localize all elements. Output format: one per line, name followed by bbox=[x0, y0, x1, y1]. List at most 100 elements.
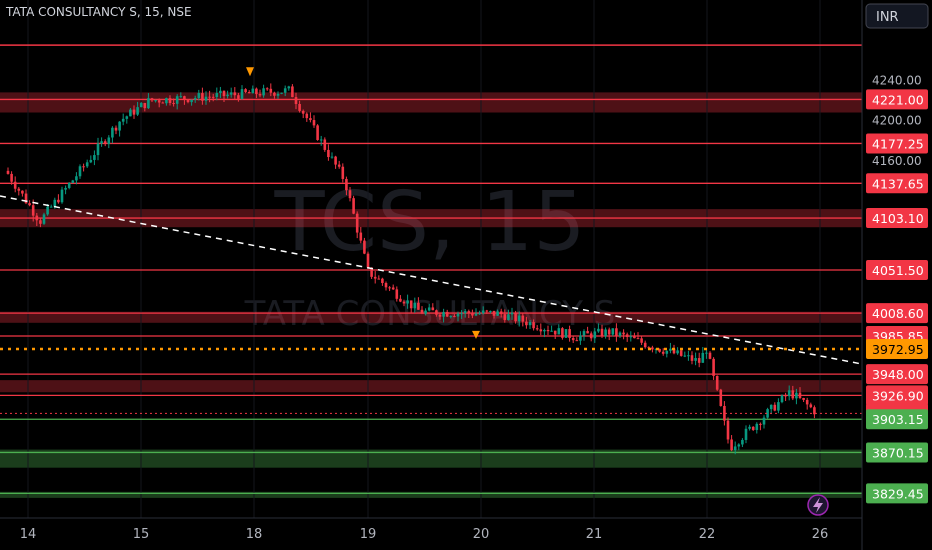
candle bbox=[607, 327, 611, 341]
candle bbox=[233, 87, 237, 100]
candle-body bbox=[309, 118, 312, 121]
candle bbox=[273, 91, 276, 99]
candle bbox=[449, 315, 453, 319]
candle-body bbox=[49, 206, 53, 208]
resistance-label-text: 4221.00 bbox=[872, 92, 924, 107]
candle-body bbox=[413, 302, 417, 309]
candle bbox=[319, 135, 323, 146]
candle-body bbox=[503, 314, 507, 321]
candle bbox=[535, 325, 539, 331]
candle bbox=[100, 137, 103, 147]
candle-body bbox=[715, 375, 719, 390]
candle bbox=[571, 336, 575, 344]
candle-body bbox=[579, 335, 582, 341]
marker bbox=[472, 330, 480, 339]
candle bbox=[107, 135, 111, 149]
candle bbox=[762, 415, 766, 429]
alert-icon[interactable] bbox=[807, 494, 829, 516]
candle bbox=[445, 309, 449, 318]
candle bbox=[251, 85, 255, 94]
candle bbox=[78, 164, 82, 179]
candle bbox=[453, 314, 456, 318]
candle-body bbox=[651, 347, 654, 350]
candle-body bbox=[744, 428, 748, 440]
resistance-label: 3948.00 bbox=[866, 364, 928, 385]
candle bbox=[525, 316, 528, 329]
candle bbox=[705, 348, 708, 359]
candle bbox=[197, 89, 201, 101]
candle-body bbox=[438, 314, 442, 317]
candle-body bbox=[154, 100, 157, 102]
candle-body bbox=[82, 166, 85, 168]
candle-body bbox=[474, 313, 478, 316]
candle-body bbox=[226, 94, 229, 97]
candle-body bbox=[337, 164, 341, 167]
candle bbox=[661, 348, 665, 356]
candle bbox=[255, 87, 258, 99]
candle-body bbox=[381, 278, 384, 284]
candle bbox=[17, 187, 21, 196]
candle-body bbox=[201, 93, 204, 101]
candle bbox=[553, 330, 557, 339]
candle bbox=[546, 325, 550, 335]
candle bbox=[229, 87, 233, 98]
resistance-label-box bbox=[866, 364, 928, 385]
resistance-label-text: 4103.10 bbox=[872, 211, 924, 226]
candle bbox=[424, 308, 427, 316]
candle-body bbox=[269, 88, 273, 93]
candle-body bbox=[197, 93, 201, 99]
candle-body bbox=[406, 300, 409, 304]
candle-body bbox=[453, 316, 456, 318]
candle-body bbox=[647, 347, 651, 349]
candle-body bbox=[395, 289, 399, 299]
candle bbox=[165, 97, 168, 106]
candle bbox=[111, 126, 114, 144]
candle bbox=[42, 212, 46, 225]
candle bbox=[395, 286, 399, 302]
candle-body bbox=[251, 88, 255, 94]
candle-body bbox=[100, 141, 103, 144]
candle-body bbox=[550, 330, 553, 332]
candle bbox=[809, 402, 813, 409]
currency-label: INR bbox=[876, 10, 899, 25]
candle-body bbox=[528, 322, 532, 326]
candle-body bbox=[435, 310, 438, 315]
candle-body bbox=[39, 220, 42, 224]
candle bbox=[247, 90, 251, 94]
candle bbox=[96, 137, 100, 161]
currency-button[interactable]: INR bbox=[865, 3, 929, 29]
time-axis[interactable]: 14 15 18 19 20 21 22 26 bbox=[0, 517, 862, 542]
candle bbox=[258, 89, 262, 98]
resistance-label-text: 4008.60 bbox=[872, 306, 924, 321]
resistance-label-box bbox=[866, 133, 928, 154]
candle-body bbox=[391, 287, 395, 290]
candle bbox=[168, 95, 172, 106]
candle-body bbox=[431, 307, 435, 311]
candle bbox=[309, 112, 312, 123]
trendline bbox=[0, 195, 863, 365]
candle-body bbox=[813, 407, 816, 415]
candle bbox=[143, 102, 147, 112]
candle-body bbox=[10, 173, 13, 182]
candle-body bbox=[114, 127, 118, 131]
candle bbox=[744, 425, 748, 444]
candle-body bbox=[283, 88, 287, 93]
candle bbox=[769, 404, 773, 415]
candle-body bbox=[676, 350, 679, 354]
candle-body bbox=[35, 215, 39, 221]
resistance-label-text: 4177.25 bbox=[872, 136, 924, 151]
candle-body bbox=[705, 352, 708, 354]
support-label: 3903.15 bbox=[866, 409, 928, 430]
candle-body bbox=[629, 336, 633, 338]
resistance-label-box bbox=[866, 173, 928, 194]
candle-body bbox=[265, 88, 269, 90]
candle-body bbox=[352, 198, 355, 214]
candle bbox=[604, 327, 607, 339]
candle bbox=[373, 270, 377, 284]
candle-body bbox=[28, 203, 31, 206]
price-axis[interactable]: 4240.00 4200.00 4160.00 4221.00 4177.25 4137.… bbox=[861, 0, 928, 550]
candle-body bbox=[280, 92, 283, 94]
candle bbox=[780, 394, 784, 404]
